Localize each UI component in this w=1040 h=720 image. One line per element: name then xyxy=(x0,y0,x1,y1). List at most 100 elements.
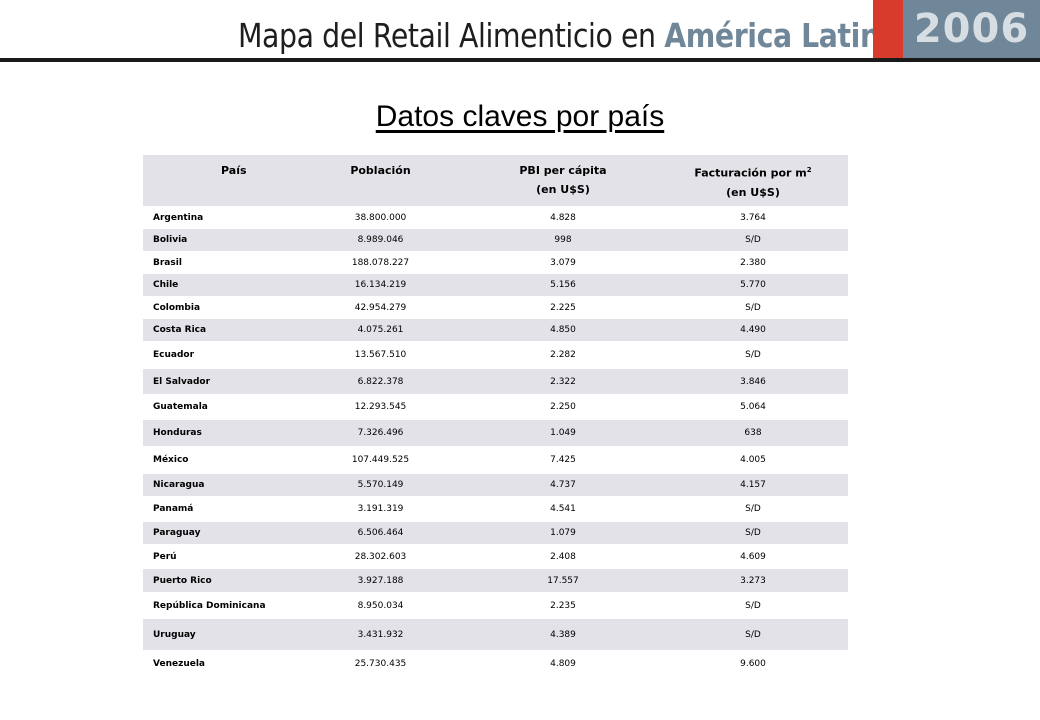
cell-population: 3.927.188 xyxy=(293,569,468,592)
table-row: Colombia 42.954.279 2.225 S/D xyxy=(143,296,848,319)
cell-gdp: 3.079 xyxy=(550,257,576,268)
cell-country: Chile xyxy=(143,274,293,296)
cell-country: Paraguay xyxy=(143,522,293,544)
table-row: República Dominicana 8.950.034 2.235 S/D xyxy=(143,592,848,619)
cell-country: Uruguay xyxy=(143,619,293,650)
table-row: Venezuela 25.730.435 4.809 9.600 xyxy=(143,650,848,677)
table-row: Honduras 7.326.496 1.049 638 xyxy=(143,420,848,446)
cell-gdp: 4.541 xyxy=(550,504,576,514)
cell-country: Nicaragua xyxy=(143,474,293,496)
header-gdp-line2: (en U$S) xyxy=(536,183,590,196)
cell-sales: 4.609 xyxy=(740,551,766,562)
cell-sales: S/D xyxy=(745,350,761,360)
report-title-prefix: Mapa del Retail Alimenticio en xyxy=(238,16,665,55)
cell-country: República Dominicana xyxy=(153,600,266,611)
cell-gdp: 4.737 xyxy=(468,474,658,496)
cell-sales: 3.273 xyxy=(658,569,848,592)
table-row: Uruguay 3.431.932 4.389 S/D xyxy=(143,619,848,650)
cell-sales: S/D xyxy=(658,522,848,544)
cell-country: Colombia xyxy=(153,302,201,313)
year-badge: 2006 xyxy=(903,0,1040,58)
cell-population: 16.134.219 xyxy=(293,274,468,296)
header-sales-line1: Facturación por m xyxy=(694,166,807,180)
cell-sales: S/D xyxy=(658,229,848,251)
header-sales: Facturación por m2 (en U$S) xyxy=(658,155,848,206)
cell-population: 25.730.435 xyxy=(354,658,407,669)
table-row: Argentina 38.800.000 4.828 3.764 xyxy=(143,206,848,229)
cell-gdp: 2.225 xyxy=(550,302,576,313)
table-row: México 107.449.525 7.425 4.005 xyxy=(143,446,848,474)
cell-sales: 5.770 xyxy=(658,274,848,296)
header-sales-line2: (en U$S) xyxy=(726,185,780,199)
cell-sales: 3.846 xyxy=(658,369,848,394)
page-title: Datos claves por país xyxy=(375,100,665,133)
cell-gdp: 2.250 xyxy=(550,402,576,412)
cell-sales: S/D xyxy=(745,302,761,313)
cell-country: Perú xyxy=(153,551,177,562)
cell-population: 42.954.279 xyxy=(354,302,407,313)
table-row: Bolivia 8.989.046 998 S/D xyxy=(143,229,848,251)
cell-gdp: 5.156 xyxy=(468,274,658,296)
cell-population: 7.326.496 xyxy=(293,420,468,446)
cell-sales: S/D xyxy=(745,600,761,611)
cell-sales: 638 xyxy=(658,420,848,446)
cell-population: 6.506.464 xyxy=(293,522,468,544)
table-row: Panamá 3.191.319 4.541 S/D xyxy=(143,496,848,522)
cell-gdp: 4.809 xyxy=(550,658,576,669)
table-row: Perú 28.302.603 2.408 4.609 xyxy=(143,544,848,569)
accent-block xyxy=(873,0,903,58)
cell-gdp: 4.828 xyxy=(550,212,576,223)
cell-sales: 4.157 xyxy=(658,474,848,496)
cell-sales: S/D xyxy=(658,619,848,650)
cell-country: Brasil xyxy=(153,257,182,268)
cell-gdp: 998 xyxy=(468,229,658,251)
table-row: Costa Rica 4.075.261 4.850 4.490 xyxy=(143,319,848,341)
header-country: País xyxy=(143,155,293,206)
cell-gdp: 2.235 xyxy=(550,600,576,611)
cell-sales: S/D xyxy=(745,504,761,514)
header-gdp-line1: PBI per cápita xyxy=(519,164,607,177)
cell-sales: 9.600 xyxy=(740,658,766,669)
cell-population: 3.431.932 xyxy=(293,619,468,650)
table-row: Ecuador 13.567.510 2.282 S/D xyxy=(143,341,848,369)
cell-population: 5.570.149 xyxy=(293,474,468,496)
table-row: Guatemala 12.293.545 2.250 5.064 xyxy=(143,394,848,420)
cell-gdp: 17.557 xyxy=(468,569,658,592)
cell-population: 38.800.000 xyxy=(354,212,407,223)
header-divider xyxy=(0,58,1040,62)
cell-gdp: 2.282 xyxy=(550,350,576,360)
table-row: El Salvador 6.822.378 2.322 3.846 xyxy=(143,369,848,394)
cell-population: 6.822.378 xyxy=(293,369,468,394)
cell-sales: 4.490 xyxy=(658,319,848,341)
cell-gdp: 7.425 xyxy=(550,455,576,465)
cell-country: Argentina xyxy=(153,212,204,223)
cell-gdp: 2.322 xyxy=(468,369,658,394)
cell-population: 188.078.227 xyxy=(351,257,410,268)
cell-sales: 5.064 xyxy=(740,402,766,412)
cell-country: Venezuela xyxy=(153,658,205,669)
cell-population: 13.567.510 xyxy=(354,350,407,360)
cell-country: Bolivia xyxy=(143,229,293,251)
table-row: Paraguay 6.506.464 1.079 S/D xyxy=(143,522,848,544)
table-row: Nicaragua 5.570.149 4.737 4.157 xyxy=(143,474,848,496)
cell-country: Guatemala xyxy=(153,402,208,412)
cell-population: 4.075.261 xyxy=(293,319,468,341)
cell-gdp: 4.850 xyxy=(468,319,658,341)
report-title: Mapa del Retail Alimenticio en América L… xyxy=(238,14,899,58)
table-row: Puerto Rico 3.927.188 17.557 3.273 xyxy=(143,569,848,592)
cell-population: 3.191.319 xyxy=(357,504,404,514)
cell-country: Panamá xyxy=(153,504,194,514)
table-header-row: País Población PBI per cápita (en U$S) Fa… xyxy=(143,155,848,206)
cell-sales: 2.380 xyxy=(740,257,766,268)
cell-population: 8.950.034 xyxy=(357,600,404,611)
cell-country: Costa Rica xyxy=(143,319,293,341)
cell-country: Puerto Rico xyxy=(143,569,293,592)
cell-country: Honduras xyxy=(143,420,293,446)
table-row: Brasil 188.078.227 3.079 2.380 xyxy=(143,251,848,274)
cell-gdp: 1.049 xyxy=(468,420,658,446)
cell-population: 8.989.046 xyxy=(293,229,468,251)
table-row: Chile 16.134.219 5.156 5.770 xyxy=(143,274,848,296)
header-sales-sup: 2 xyxy=(806,166,812,174)
cell-gdp: 2.408 xyxy=(550,551,576,562)
cell-sales: 3.764 xyxy=(740,212,766,223)
